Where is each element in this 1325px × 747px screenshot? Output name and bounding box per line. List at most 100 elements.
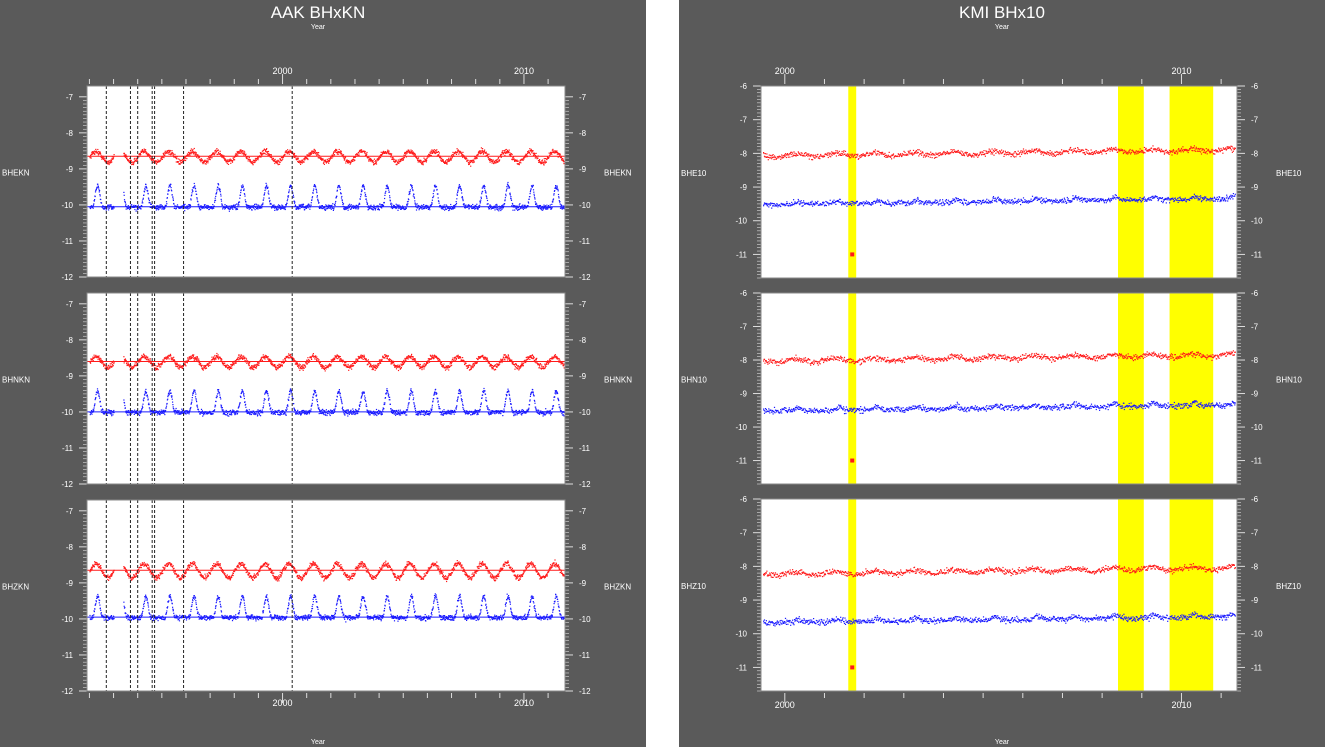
y-tick-label: -8 xyxy=(740,149,748,158)
y-tick-label: -7 xyxy=(740,323,748,332)
blue-series xyxy=(763,193,1236,209)
bottom-axis-label: Year xyxy=(311,739,326,746)
red-series xyxy=(763,145,1236,161)
blue-series xyxy=(763,400,1236,415)
top-axis-label: Year xyxy=(311,24,326,31)
y-tick-label: -9 xyxy=(1251,390,1259,399)
y-tick-label: -8 xyxy=(579,129,587,138)
y-tick-label: -11 xyxy=(579,651,591,660)
channel-label: BHEKN xyxy=(2,169,30,178)
y-tick-label: -10 xyxy=(735,423,747,432)
plot-area xyxy=(87,293,565,484)
highlight-band xyxy=(848,499,857,691)
y-tick-label: -11 xyxy=(1251,457,1263,466)
y-tick-label: -11 xyxy=(1251,250,1263,259)
plot-area xyxy=(761,499,1237,691)
red-series xyxy=(763,350,1236,367)
highlight-band xyxy=(848,86,857,278)
panel-bhnkn: -7 -7 -8 -8 -9 -9 -10 -10 -11 -11 -12 -12 BHNKN BHNKN xyxy=(2,292,632,489)
y-tick-label: -10 xyxy=(735,630,747,639)
channel-label: BHZKN xyxy=(2,583,29,592)
y-tick-label: -7 xyxy=(66,93,74,102)
plot-area xyxy=(761,86,1237,278)
channel-label: BHNKN xyxy=(2,376,30,385)
y-tick-label: -10 xyxy=(735,217,747,226)
x-tick-label: 2000 xyxy=(273,698,293,708)
y-tick-label: -8 xyxy=(740,356,748,365)
y-tick-label: -8 xyxy=(579,543,587,552)
channel-label: BHE10 xyxy=(681,169,707,178)
y-tick-label: -10 xyxy=(579,615,591,624)
y-tick-label: -12 xyxy=(579,687,591,696)
red-series xyxy=(89,147,565,167)
plot-frame xyxy=(86,85,566,278)
chart-title: AAK BHxKN xyxy=(271,3,365,22)
chart-title: KMI BHx10 xyxy=(959,3,1045,22)
y-tick-label: -9 xyxy=(66,579,74,588)
y-tick-label: -10 xyxy=(61,615,73,624)
y-tick-label: -9 xyxy=(66,165,74,174)
highlight-band xyxy=(1169,499,1214,691)
y-tick-label: -10 xyxy=(1251,423,1263,432)
y-tick-label: -8 xyxy=(740,562,748,571)
y-tick-label: -7 xyxy=(740,529,748,538)
y-tick-label: -7 xyxy=(740,116,748,125)
blue-series xyxy=(763,611,1236,627)
plot-frame xyxy=(760,498,1238,692)
panel-bhe10: -6 -6 -7 -7 -8 -8 -9 -9 -10 -10 -11 -11 BHE10 BHE10 xyxy=(681,82,1302,279)
y-tick-label: -10 xyxy=(579,201,591,210)
y-tick-label: -9 xyxy=(579,165,587,174)
y-tick-label: -9 xyxy=(740,390,748,399)
channel-label: BHZ10 xyxy=(1276,582,1301,591)
y-tick-label: -12 xyxy=(579,273,591,282)
y-tick-label: -10 xyxy=(579,408,591,417)
y-tick-label: -6 xyxy=(1251,495,1259,504)
plot-area xyxy=(761,293,1237,484)
highlight-band xyxy=(1118,293,1144,484)
outlier-point xyxy=(850,252,855,257)
channel-label: BHN10 xyxy=(1276,376,1302,385)
plot-frame xyxy=(760,292,1238,485)
y-tick-label: -12 xyxy=(61,273,73,282)
y-tick-label: -7 xyxy=(1251,529,1259,538)
y-tick-label: -8 xyxy=(66,336,74,345)
channel-label: BHN10 xyxy=(681,376,707,385)
kmi-figure: KMI BHx10 Year Year 2000 2000 2010 2010 -6 -6… xyxy=(679,0,1325,747)
red-series xyxy=(763,563,1236,579)
channel-label: BHNKN xyxy=(604,376,632,385)
y-tick-label: -6 xyxy=(740,289,748,298)
y-tick-label: -9 xyxy=(1251,183,1259,192)
outlier-point xyxy=(850,458,855,463)
y-tick-label: -9 xyxy=(66,372,74,381)
y-tick-label: -7 xyxy=(1251,116,1259,125)
y-tick-label: -12 xyxy=(61,480,73,489)
y-tick-label: -7 xyxy=(579,507,587,516)
y-tick-label: -12 xyxy=(579,480,591,489)
y-tick-label: -11 xyxy=(579,237,591,246)
top-axis-label: Year xyxy=(995,24,1010,31)
y-tick-label: -7 xyxy=(579,300,587,309)
channel-label: BHEKN xyxy=(604,169,632,178)
channel-label: BHZ10 xyxy=(681,582,706,591)
y-tick-label: -9 xyxy=(740,183,748,192)
y-tick-label: -11 xyxy=(62,651,74,660)
y-tick-label: -8 xyxy=(66,543,74,552)
y-tick-label: -6 xyxy=(740,495,748,504)
plot-frame xyxy=(86,292,566,485)
y-tick-label: -9 xyxy=(579,579,587,588)
x-tick-label: 2000 xyxy=(775,700,795,710)
highlight-band xyxy=(848,293,857,484)
x-tick-label: 2010 xyxy=(1171,66,1191,76)
plot-frame xyxy=(760,85,1238,279)
y-tick-label: -11 xyxy=(62,237,74,246)
y-tick-label: -9 xyxy=(1251,596,1259,605)
y-tick-label: -10 xyxy=(1251,630,1263,639)
x-tick-label: 2000 xyxy=(775,66,795,76)
red-series xyxy=(89,559,565,583)
y-tick-label: -8 xyxy=(1251,356,1259,365)
plot-area xyxy=(87,500,565,691)
panel-bhekn: -7 -7 -8 -8 -9 -9 -10 -10 -11 -11 -12 -12 BHEKN BHEKN xyxy=(2,85,632,282)
y-tick-label: -9 xyxy=(579,372,587,381)
